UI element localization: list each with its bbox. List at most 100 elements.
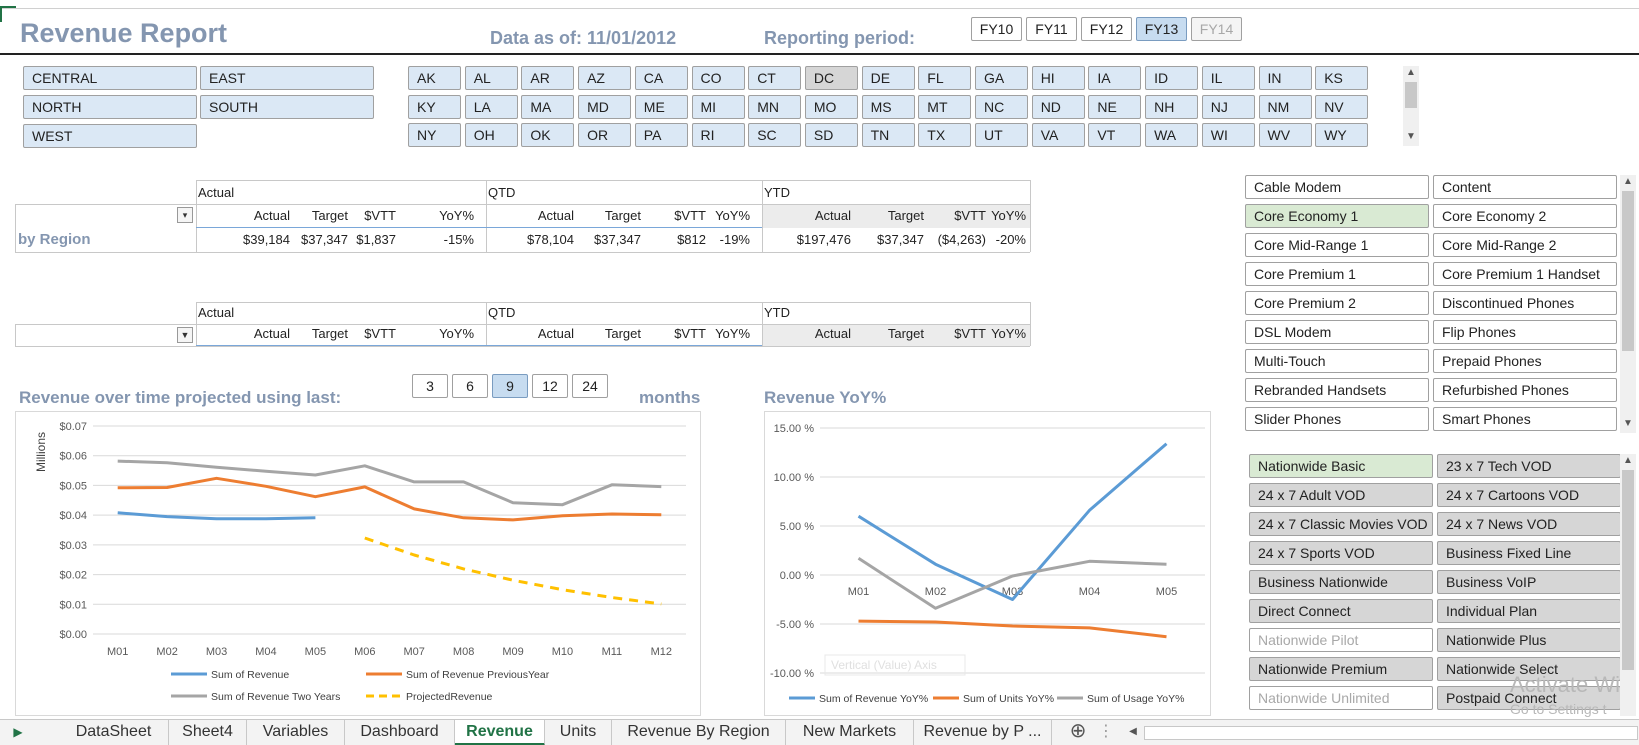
state-button-ga[interactable]: GA [975, 66, 1028, 90]
state-button-sc[interactable]: SC [748, 123, 802, 147]
sheet-tab-dashboard[interactable]: Dashboard [345, 720, 455, 745]
sheet-tab-revenue[interactable]: Revenue [455, 720, 545, 745]
plan-button-24-x-7-news-vod[interactable]: 24 x 7 News VOD [1437, 512, 1621, 536]
product-button-core-economy-1[interactable]: Core Economy 1 [1245, 204, 1429, 228]
state-button-nd[interactable]: ND [1031, 94, 1085, 119]
product-button-dsl-modem[interactable]: DSL Modem [1245, 320, 1429, 344]
product-button-rebranded-handsets[interactable]: Rebranded Handsets [1245, 378, 1429, 402]
state-button-nc[interactable]: NC [975, 94, 1028, 119]
plan-slicer-scrollbar[interactable]: ▲ [1620, 454, 1636, 716]
state-button-va[interactable]: VA [1031, 123, 1085, 147]
plan-button-23-x-7-tech-vod[interactable]: 23 x 7 Tech VOD [1437, 454, 1621, 478]
state-button-nh[interactable]: NH [1145, 94, 1199, 119]
sheet-tab-units[interactable]: Units [545, 720, 612, 745]
state-button-ny[interactable]: NY [408, 123, 461, 147]
product-button-smart-phones[interactable]: Smart Phones [1433, 407, 1617, 431]
plan-button-24-x-7-adult-vod[interactable]: 24 x 7 Adult VOD [1249, 483, 1433, 507]
state-button-ut[interactable]: UT [975, 123, 1028, 147]
state-button-id[interactable]: ID [1145, 66, 1199, 90]
triangle-right-icon[interactable]: ▶ [13, 725, 23, 739]
product-button-refurbished-phones[interactable]: Refurbished Phones [1433, 378, 1617, 402]
state-button-ma[interactable]: MA [521, 94, 575, 119]
product-button-multi-touch[interactable]: Multi-Touch [1245, 349, 1429, 373]
chevron-up-icon[interactable]: ▲ [1406, 67, 1416, 78]
region-button-west[interactable]: WEST [23, 124, 197, 148]
state-button-al[interactable]: AL [464, 66, 518, 90]
state-button-wv[interactable]: WV [1258, 123, 1312, 147]
plan-button-nationwide-pilot[interactable]: Nationwide Pilot [1249, 628, 1433, 652]
scroll-left-icon[interactable]: ◀ [1129, 726, 1137, 737]
product-button-core-premium-1[interactable]: Core Premium 1 [1245, 262, 1429, 286]
state-button-ky[interactable]: KY [408, 94, 461, 119]
product-button-core-mid-range-2[interactable]: Core Mid-Range 2 [1433, 233, 1617, 257]
projection-option-3[interactable]: 3 [412, 374, 448, 398]
filter-icon[interactable]: ▾ [177, 207, 193, 223]
chevron-down-icon[interactable]: ▼ [1406, 131, 1416, 142]
fy-button-fy12[interactable]: FY12 [1081, 17, 1132, 41]
state-button-mo[interactable]: MO [804, 94, 858, 119]
plan-button-nationwide-unlimited[interactable]: Nationwide Unlimited [1249, 686, 1433, 710]
region-button-central[interactable]: CENTRAL [23, 66, 197, 90]
projection-option-9[interactable]: 9 [492, 374, 528, 398]
state-button-ms[interactable]: MS [861, 94, 915, 119]
state-button-nj[interactable]: NJ [1201, 94, 1255, 119]
revenue-over-time-chart[interactable]: $0.00 $0.01 $0.02 $0.03 $0.04 $0.05 $0.06 $0.07… [15, 411, 701, 716]
product-button-discontinued-phones[interactable]: Discontinued Phones [1433, 291, 1617, 315]
region-button-east[interactable]: EAST [200, 66, 374, 90]
product-button-core-premium-1-handset[interactable]: Core Premium 1 Handset [1433, 262, 1617, 286]
plan-button-nationwide-basic[interactable]: Nationwide Basic [1249, 454, 1433, 478]
projection-option-24[interactable]: 24 [572, 374, 608, 398]
product-button-core-mid-range-1[interactable]: Core Mid-Range 1 [1245, 233, 1429, 257]
region-button-south[interactable]: SOUTH [200, 95, 374, 119]
region-button-north[interactable]: NORTH [23, 95, 197, 119]
state-button-mt[interactable]: MT [918, 94, 972, 119]
fy-button-fy13[interactable]: FY13 [1136, 17, 1187, 41]
sheet-tab-sheet4[interactable]: Sheet4 [169, 720, 247, 745]
product-button-core-economy-2[interactable]: Core Economy 2 [1433, 204, 1617, 228]
plan-button-24-x-7-sports-vod[interactable]: 24 x 7 Sports VOD [1249, 541, 1433, 565]
plan-button-24-x-7-classic-movies-vod[interactable]: 24 x 7 Classic Movies VOD [1249, 512, 1433, 536]
state-button-tn[interactable]: TN [861, 123, 915, 147]
product-button-slider-phones[interactable]: Slider Phones [1245, 407, 1429, 431]
plan-button-postpaid-connect[interactable]: Postpaid Connect [1437, 686, 1621, 710]
product-button-cable-modem[interactable]: Cable Modem [1245, 175, 1429, 199]
state-button-mi[interactable]: MI [691, 94, 745, 119]
plan-button-24-x-7-cartoons-vod[interactable]: 24 x 7 Cartoons VOD [1437, 483, 1621, 507]
plus-circle-icon[interactable]: ⊕ [1069, 720, 1087, 742]
fy-button-fy10[interactable]: FY10 [971, 17, 1022, 41]
revenue-yoy-chart[interactable]: -10.00 % -5.00 % 0.00 % 5.00 % 10.00 % 15.00 … [764, 411, 1211, 716]
state-button-md[interactable]: MD [578, 94, 632, 119]
sheet-tab-revenue-by-region[interactable]: Revenue By Region [612, 720, 786, 745]
state-button-pa[interactable]: PA [634, 123, 688, 147]
product-button-prepaid-phones[interactable]: Prepaid Phones [1433, 349, 1617, 373]
product-button-flip-phones[interactable]: Flip Phones [1433, 320, 1617, 344]
state-button-sd[interactable]: SD [804, 123, 858, 147]
product-button-core-premium-2[interactable]: Core Premium 2 [1245, 291, 1429, 315]
state-button-nm[interactable]: NM [1258, 94, 1312, 119]
chevron-up-icon[interactable]: ▲ [1623, 176, 1633, 187]
state-button-ia[interactable]: IA [1088, 66, 1142, 90]
state-button-il[interactable]: IL [1201, 66, 1255, 90]
projection-option-12[interactable]: 12 [532, 374, 568, 398]
plan-button-nationwide-plus[interactable]: Nationwide Plus [1437, 628, 1621, 652]
sheet-tab-variables[interactable]: Variables [247, 720, 345, 745]
state-button-fl[interactable]: FL [918, 66, 972, 90]
plan-button-business-nationwide[interactable]: Business Nationwide [1249, 570, 1433, 594]
plan-button-direct-connect[interactable]: Direct Connect [1249, 599, 1433, 623]
plan-button-individual-plan[interactable]: Individual Plan [1437, 599, 1621, 623]
state-button-oh[interactable]: OH [464, 123, 518, 147]
state-button-hi[interactable]: HI [1031, 66, 1085, 90]
state-button-tx[interactable]: TX [918, 123, 972, 147]
scroll-thumb[interactable] [1622, 191, 1634, 351]
sheet-tab-revenue-by-p[interactable]: Revenue by P ... [914, 720, 1052, 745]
state-button-de[interactable]: DE [861, 66, 915, 90]
state-button-in[interactable]: IN [1258, 66, 1312, 90]
state-button-wy[interactable]: WY [1315, 123, 1369, 147]
state-button-vt[interactable]: VT [1088, 123, 1142, 147]
scroll-thumb[interactable] [1622, 470, 1634, 670]
state-button-ak[interactable]: AK [408, 66, 461, 90]
state-button-dc[interactable]: DC [804, 66, 858, 90]
state-button-ct[interactable]: CT [748, 66, 802, 90]
state-slicer-scrollbar[interactable]: ▲ ▼ [1403, 66, 1419, 146]
plan-button-business-fixed-line[interactable]: Business Fixed Line [1437, 541, 1621, 565]
